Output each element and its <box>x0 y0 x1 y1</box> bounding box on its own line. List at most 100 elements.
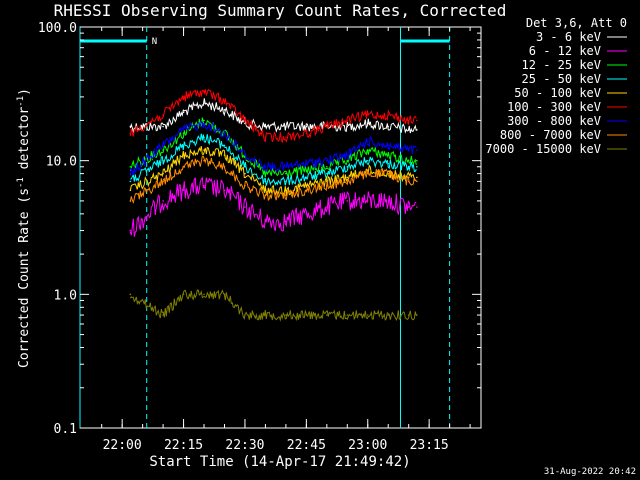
data-point <box>305 184 308 187</box>
data-point <box>407 149 410 151</box>
data-point <box>162 125 164 128</box>
data-point <box>129 172 132 175</box>
data-point <box>305 132 308 135</box>
data-point <box>223 189 226 192</box>
data-point <box>129 200 132 202</box>
data-point <box>182 165 185 168</box>
data-point <box>346 176 349 179</box>
series-trace <box>129 145 417 197</box>
data-point <box>285 194 287 197</box>
data-point <box>285 125 287 128</box>
series-trace <box>129 120 417 176</box>
data-point <box>264 314 267 316</box>
data-point <box>182 293 185 296</box>
data-point <box>129 229 132 232</box>
data-point <box>244 165 246 168</box>
data-point <box>129 165 132 168</box>
data-point <box>129 132 132 135</box>
series-7000-15000-kev <box>129 289 418 322</box>
x-tick-label: 22:15 <box>164 438 203 453</box>
data-point <box>203 102 205 104</box>
y-tick-label: 1.0 <box>54 288 77 303</box>
data-point <box>223 132 226 135</box>
data-point <box>416 165 418 168</box>
data-point <box>346 159 349 162</box>
data-point <box>129 189 132 192</box>
data-point <box>203 119 205 122</box>
series-6-12-kev <box>129 176 418 237</box>
data-point <box>416 206 418 208</box>
data-point <box>162 180 164 183</box>
x-axis-label: Start Time (14-Apr-17 21:49:42) <box>149 454 410 470</box>
data-point <box>326 206 328 208</box>
data-point <box>182 189 185 192</box>
data-point <box>264 189 267 192</box>
data-point <box>305 125 308 128</box>
data-point <box>182 111 185 114</box>
x-tick-label: 23:15 <box>410 438 449 453</box>
data-point <box>416 176 418 179</box>
data-point <box>129 293 132 296</box>
legend-label: 50 - 100 keV <box>514 86 601 100</box>
series-trace <box>129 155 417 204</box>
chart-title: RHESSI Observing Summary Count Rates, Co… <box>54 1 507 20</box>
data-point <box>366 140 369 142</box>
data-point <box>264 220 267 223</box>
data-point <box>305 314 308 316</box>
data-point <box>244 184 246 187</box>
data-point <box>182 96 185 98</box>
legend-label: 7000 - 15000 keV <box>485 142 601 156</box>
saa-marker: N <box>152 37 157 47</box>
data-point <box>264 172 267 175</box>
x-tick-label: 22:30 <box>225 438 264 453</box>
data-point <box>346 180 349 183</box>
data-point <box>244 119 246 122</box>
data-point <box>407 314 410 316</box>
data-point <box>223 144 226 147</box>
data-point <box>366 314 369 316</box>
data-point <box>387 144 390 147</box>
data-point <box>203 122 205 125</box>
data-point <box>407 129 410 131</box>
axes-layer: 0.1 1.0 10.0 100.0 22:00 22:15 22:30 22:45 23:00… <box>38 21 481 453</box>
series-trace <box>129 88 417 144</box>
legend-label: 25 - 50 keV <box>522 72 601 86</box>
data-point <box>416 314 418 316</box>
data-point <box>285 189 287 192</box>
y-tick-label: 10.0 <box>46 155 77 170</box>
x-tick-label: 22:00 <box>103 438 142 453</box>
y-axis-label: Corrected Count Rate (s-1 detector-1) <box>16 88 32 368</box>
data-point <box>387 125 390 128</box>
data-point <box>387 314 390 316</box>
data-point <box>162 314 164 316</box>
data-point <box>203 184 205 187</box>
data-point <box>264 194 267 197</box>
data-point <box>366 149 369 151</box>
data-point <box>244 154 246 156</box>
data-point <box>162 172 164 175</box>
legend-header: Det 3,6, Att 0 <box>526 16 627 30</box>
data-point <box>326 172 328 175</box>
data-point <box>326 125 328 128</box>
data-point <box>244 206 246 208</box>
data-point <box>326 159 328 162</box>
data-point <box>162 114 164 116</box>
data-point <box>305 213 308 215</box>
y-tick-label: 100.0 <box>38 21 77 36</box>
legend-label: 6 - 12 keV <box>529 44 601 58</box>
data-point <box>162 149 164 151</box>
data-point <box>223 109 226 111</box>
data-point <box>346 165 349 168</box>
series-800-7000-kev <box>129 155 418 204</box>
data-point <box>285 314 287 316</box>
data-point <box>387 172 390 175</box>
data-point <box>285 165 287 168</box>
series-25-50-kev <box>129 133 418 186</box>
data-point <box>203 136 205 138</box>
y-tick-label: 0.1 <box>54 422 77 437</box>
data-point <box>366 159 369 162</box>
data-point <box>416 119 418 122</box>
data-point <box>285 180 287 183</box>
x-tick-label: 23:00 <box>348 438 387 453</box>
